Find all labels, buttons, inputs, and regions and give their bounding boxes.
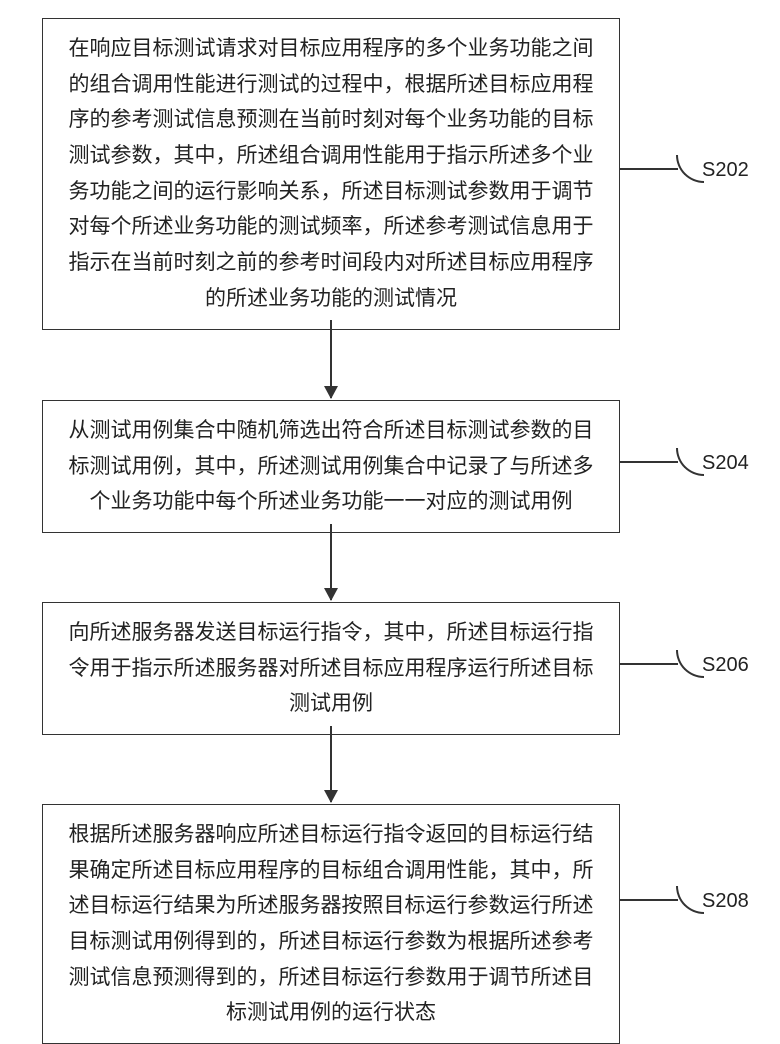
step-label-s204: S204 [702,452,749,475]
step-box-s204: 从测试用例集合中随机筛选出符合所述目标测试参数的目标测试用例，其中，所述测试用例… [42,400,620,533]
step-label-s208: S208 [702,890,749,913]
connector-s202 [620,168,678,170]
connector-s206 [620,663,678,665]
step-box-s202: 在响应目标测试请求对目标应用程序的多个业务功能之间的组合调用性能进行测试的过程中… [42,18,620,330]
step-box-s208: 根据所述服务器响应所述目标运行指令返回的目标运行结果确定所述目标应用程序的目标组… [42,804,620,1044]
arrow-3 [330,726,332,802]
curve-s204 [676,448,704,476]
curve-s206 [676,650,704,678]
curve-s202 [676,155,704,183]
arrow-1 [330,320,332,398]
connector-s204 [620,461,678,463]
arrow-2 [330,524,332,600]
step-text-s206: 向所述服务器发送目标运行指令，其中，所述目标运行指令用于指示所述服务器对所述目标… [69,620,594,715]
step-text-s208: 根据所述服务器响应所述目标运行指令返回的目标运行结果确定所述目标应用程序的目标组… [69,822,594,1024]
step-label-s206: S206 [702,654,749,677]
connector-s208 [620,899,678,901]
flowchart-container: 在响应目标测试请求对目标应用程序的多个业务功能之间的组合调用性能进行测试的过程中… [0,0,780,1000]
step-box-s206: 向所述服务器发送目标运行指令，其中，所述目标运行指令用于指示所述服务器对所述目标… [42,602,620,735]
step-text-s204: 从测试用例集合中随机筛选出符合所述目标测试参数的目标测试用例，其中，所述测试用例… [69,418,594,513]
step-label-s202: S202 [702,159,749,182]
curve-s208 [676,886,704,914]
step-text-s202: 在响应目标测试请求对目标应用程序的多个业务功能之间的组合调用性能进行测试的过程中… [69,36,594,310]
